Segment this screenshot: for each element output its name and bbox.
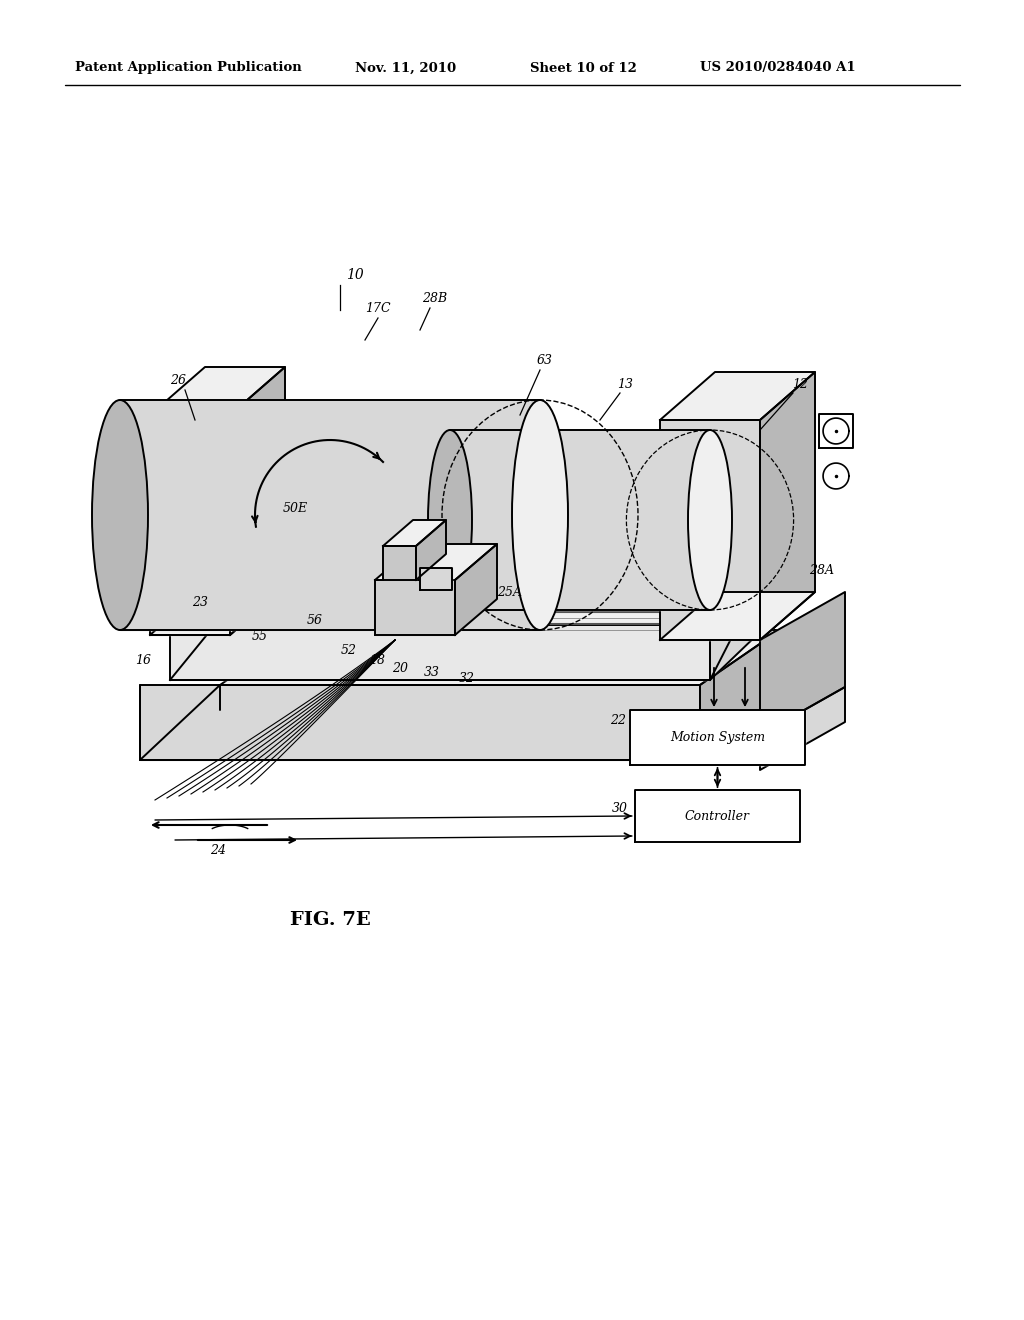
Polygon shape <box>416 520 446 579</box>
Text: Nov. 11, 2010: Nov. 11, 2010 <box>355 62 456 74</box>
Polygon shape <box>383 546 416 579</box>
Polygon shape <box>455 544 497 635</box>
Text: Patent Application Publication: Patent Application Publication <box>75 62 302 74</box>
Text: 13: 13 <box>617 379 633 392</box>
Polygon shape <box>630 710 805 766</box>
Text: Sheet 10 of 12: Sheet 10 of 12 <box>530 62 637 74</box>
Text: 22: 22 <box>610 714 626 726</box>
Polygon shape <box>383 520 446 546</box>
Polygon shape <box>220 630 780 685</box>
Text: 28B: 28B <box>423 292 447 305</box>
Polygon shape <box>700 630 780 760</box>
Polygon shape <box>760 591 845 735</box>
Text: Controller: Controller <box>685 809 750 822</box>
Text: 55: 55 <box>252 631 268 644</box>
Text: 26: 26 <box>170 374 186 387</box>
Text: 10: 10 <box>346 268 364 282</box>
Text: 32: 32 <box>459 672 475 685</box>
Text: 52: 52 <box>341 644 357 656</box>
Polygon shape <box>170 624 710 680</box>
Polygon shape <box>710 582 760 680</box>
Polygon shape <box>660 591 815 640</box>
Polygon shape <box>760 686 845 770</box>
Text: 63: 63 <box>537 354 553 367</box>
Ellipse shape <box>688 430 732 610</box>
Text: 20: 20 <box>392 661 408 675</box>
Text: 12: 12 <box>792 379 808 392</box>
Text: FIG. 7E: FIG. 7E <box>290 911 371 929</box>
Text: 24: 24 <box>210 843 226 857</box>
Polygon shape <box>150 414 230 635</box>
Polygon shape <box>635 789 800 842</box>
Polygon shape <box>420 568 452 590</box>
Text: 50E: 50E <box>283 502 307 515</box>
Polygon shape <box>230 367 285 635</box>
Text: 16: 16 <box>135 653 151 667</box>
Text: 23: 23 <box>193 595 208 609</box>
Text: Motion System: Motion System <box>670 731 765 744</box>
Polygon shape <box>375 579 455 635</box>
Polygon shape <box>660 372 815 420</box>
Text: 33: 33 <box>424 667 440 680</box>
Text: 25A: 25A <box>498 586 522 598</box>
Text: US 2010/0284040 A1: US 2010/0284040 A1 <box>700 62 856 74</box>
Text: 18: 18 <box>369 653 385 667</box>
Polygon shape <box>819 414 853 447</box>
Ellipse shape <box>428 430 472 610</box>
Polygon shape <box>140 685 700 760</box>
Polygon shape <box>150 367 285 414</box>
Ellipse shape <box>512 400 568 630</box>
Polygon shape <box>660 420 760 640</box>
Text: 28A: 28A <box>810 564 835 577</box>
Text: 17C: 17C <box>366 301 391 314</box>
Polygon shape <box>150 587 285 635</box>
Polygon shape <box>170 582 760 680</box>
Polygon shape <box>760 372 815 640</box>
Polygon shape <box>375 544 497 579</box>
Text: 56: 56 <box>307 614 323 627</box>
Polygon shape <box>120 400 540 630</box>
Polygon shape <box>450 430 710 610</box>
Ellipse shape <box>92 400 148 630</box>
Text: 30: 30 <box>612 801 628 814</box>
